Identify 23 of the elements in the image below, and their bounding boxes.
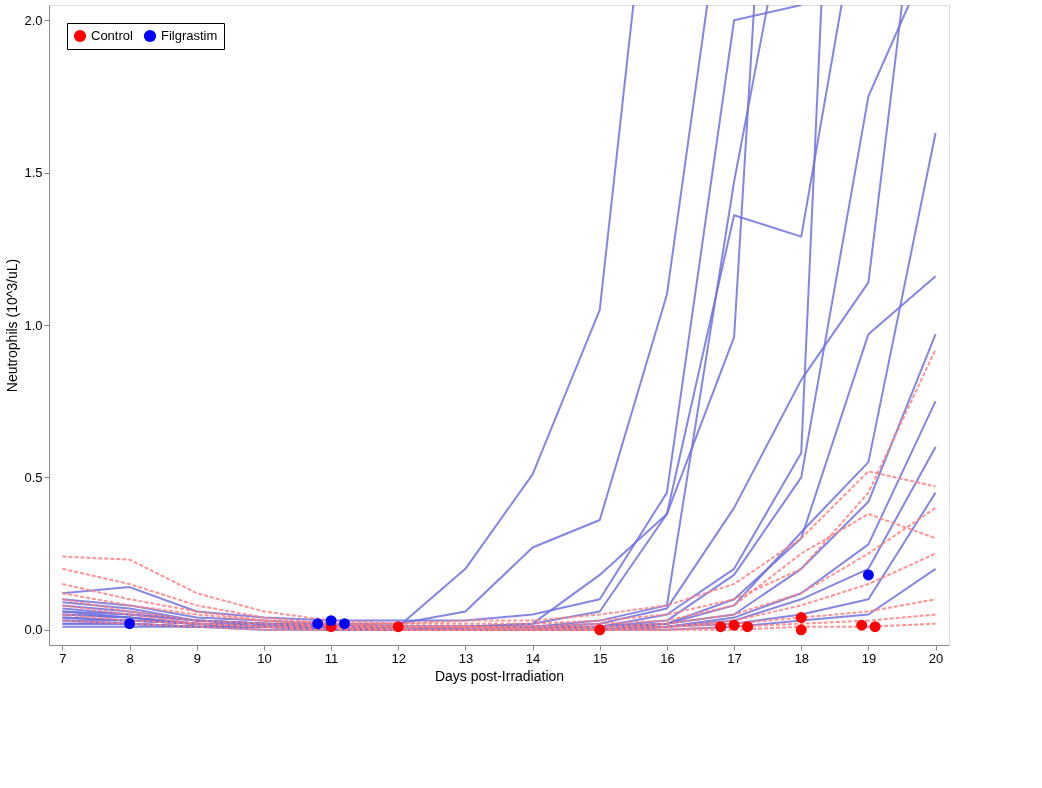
y-tick-label: 2.0 <box>24 12 43 28</box>
legend-label: Filgrastim <box>161 28 218 43</box>
x-tick-label: 15 <box>593 650 608 666</box>
x-tick-label: 18 <box>794 650 809 666</box>
x-tick-label: 8 <box>126 650 134 666</box>
x-axis-title: Days post-Irradiation <box>434 667 565 684</box>
x-tick-label: 9 <box>193 650 201 666</box>
x-tick-label: 19 <box>861 650 877 666</box>
x-tick-label: 13 <box>458 650 474 666</box>
legend-label: Control <box>91 28 134 43</box>
x-tick-label: 11 <box>324 650 339 666</box>
y-tick-label: 1.5 <box>24 165 43 181</box>
x-tick-label: 17 <box>727 650 742 666</box>
y-tick-label: 0.0 <box>24 622 43 638</box>
y-axis-title: Neutrophils (10^3/uL) <box>4 258 21 393</box>
x-tick-label: 14 <box>525 650 541 666</box>
x-tick-label: 16 <box>660 650 675 666</box>
x-tick-label: 20 <box>928 650 944 666</box>
x-tick-label: 7 <box>59 650 67 666</box>
x-tick-label: 10 <box>257 650 272 666</box>
x-tick-label: 12 <box>391 650 406 666</box>
y-tick-label: 0.5 <box>24 469 43 485</box>
y-tick-label: 1.0 <box>24 317 43 333</box>
